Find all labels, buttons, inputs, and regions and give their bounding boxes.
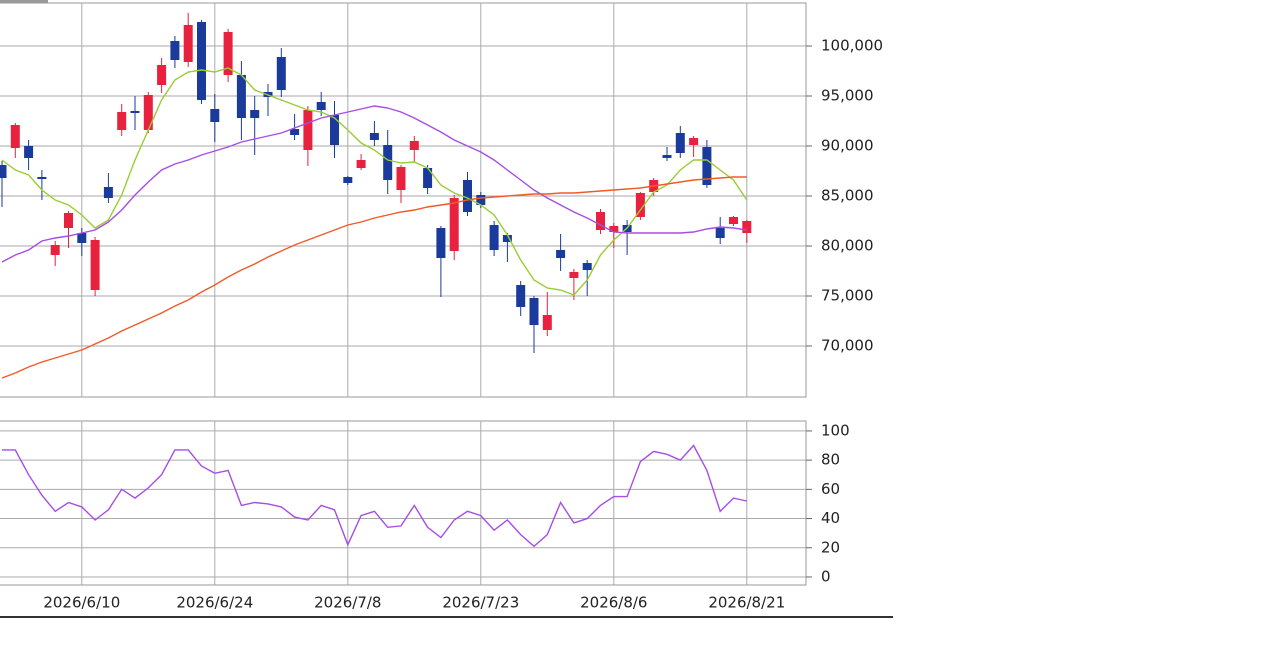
candle-body <box>0 165 7 178</box>
candle-body <box>542 315 552 330</box>
candle-body <box>556 250 566 258</box>
candle-body <box>183 25 193 62</box>
candle-body <box>502 235 512 242</box>
candle-body <box>117 112 127 130</box>
candle-body <box>130 111 140 113</box>
y-tick-label: 60 <box>821 480 840 498</box>
candle-body <box>662 155 672 158</box>
candle-body <box>316 102 326 110</box>
candle-body <box>569 272 579 278</box>
candle-body <box>143 95 153 130</box>
candle-body <box>223 32 233 75</box>
candle-body <box>356 160 366 168</box>
y-tick-label: 80 <box>821 451 840 469</box>
candle-body <box>276 57 286 90</box>
candle-body <box>37 177 47 179</box>
candle-body <box>210 109 220 122</box>
candle-body <box>635 193 645 217</box>
candle-body <box>409 141 419 150</box>
y-tick-label: 40 <box>821 509 840 527</box>
candle-body <box>330 115 339 145</box>
y-tick-label: 100,000 <box>821 37 883 55</box>
y-tick-label: 0 <box>821 567 831 585</box>
candle-body <box>463 180 472 212</box>
candle-body <box>290 129 300 135</box>
candle-body <box>729 217 738 224</box>
candle-body <box>489 225 499 250</box>
candle-body <box>236 75 246 118</box>
y-tick-label: 100 <box>821 421 850 439</box>
x-tick-label: 2026/7/8 <box>314 594 381 612</box>
y-tick-label: 20 <box>821 538 840 556</box>
candle-body <box>396 167 406 190</box>
candle-body <box>449 198 459 251</box>
x-tick-label: 2026/8/6 <box>580 594 647 612</box>
candle-body <box>702 147 712 185</box>
candle-body <box>675 133 685 153</box>
indicator-line <box>2 444 747 548</box>
candle-body <box>250 110 260 118</box>
y-tick-label: 90,000 <box>821 137 874 155</box>
candle-body <box>303 110 313 150</box>
y-tick-label: 70,000 <box>821 337 874 355</box>
candle-body <box>103 187 113 198</box>
candle-body <box>436 228 446 258</box>
candle-body <box>609 226 619 232</box>
candle-body <box>90 240 100 290</box>
tab-marker <box>0 0 48 3</box>
x-tick-label: 2026/6/24 <box>176 594 253 612</box>
candle-body <box>742 221 752 233</box>
indicator-line <box>1 176 747 379</box>
candle-body <box>529 298 539 325</box>
candle-body <box>343 177 353 183</box>
x-tick-label: 2026/6/10 <box>43 594 120 612</box>
candle-body <box>77 233 87 243</box>
candle-body <box>369 133 379 140</box>
indicator-line <box>1 105 747 263</box>
candle-body <box>383 145 393 180</box>
candle-body <box>423 168 433 188</box>
x-tick-label: 2026/7/23 <box>442 594 519 612</box>
plot-area <box>0 2 807 398</box>
y-tick-label: 75,000 <box>821 287 874 305</box>
candle-body <box>50 245 60 255</box>
candle-body <box>715 228 725 238</box>
candle-body <box>689 138 699 145</box>
candle-body <box>157 65 167 85</box>
candle-body <box>10 125 20 148</box>
y-tick-label: 85,000 <box>821 187 874 205</box>
candle-body <box>516 285 526 307</box>
candle-body <box>197 22 206 100</box>
x-tick-label: 2026/8/21 <box>708 594 785 612</box>
candle-body <box>24 146 34 158</box>
plot-area <box>0 420 807 586</box>
candle-body <box>64 213 73 228</box>
candle-body <box>582 263 592 270</box>
y-tick-label: 80,000 <box>821 237 874 255</box>
candle-body <box>170 41 180 60</box>
candle-body <box>476 195 486 205</box>
candle-body <box>596 212 605 230</box>
y-tick-label: 95,000 <box>821 87 874 105</box>
